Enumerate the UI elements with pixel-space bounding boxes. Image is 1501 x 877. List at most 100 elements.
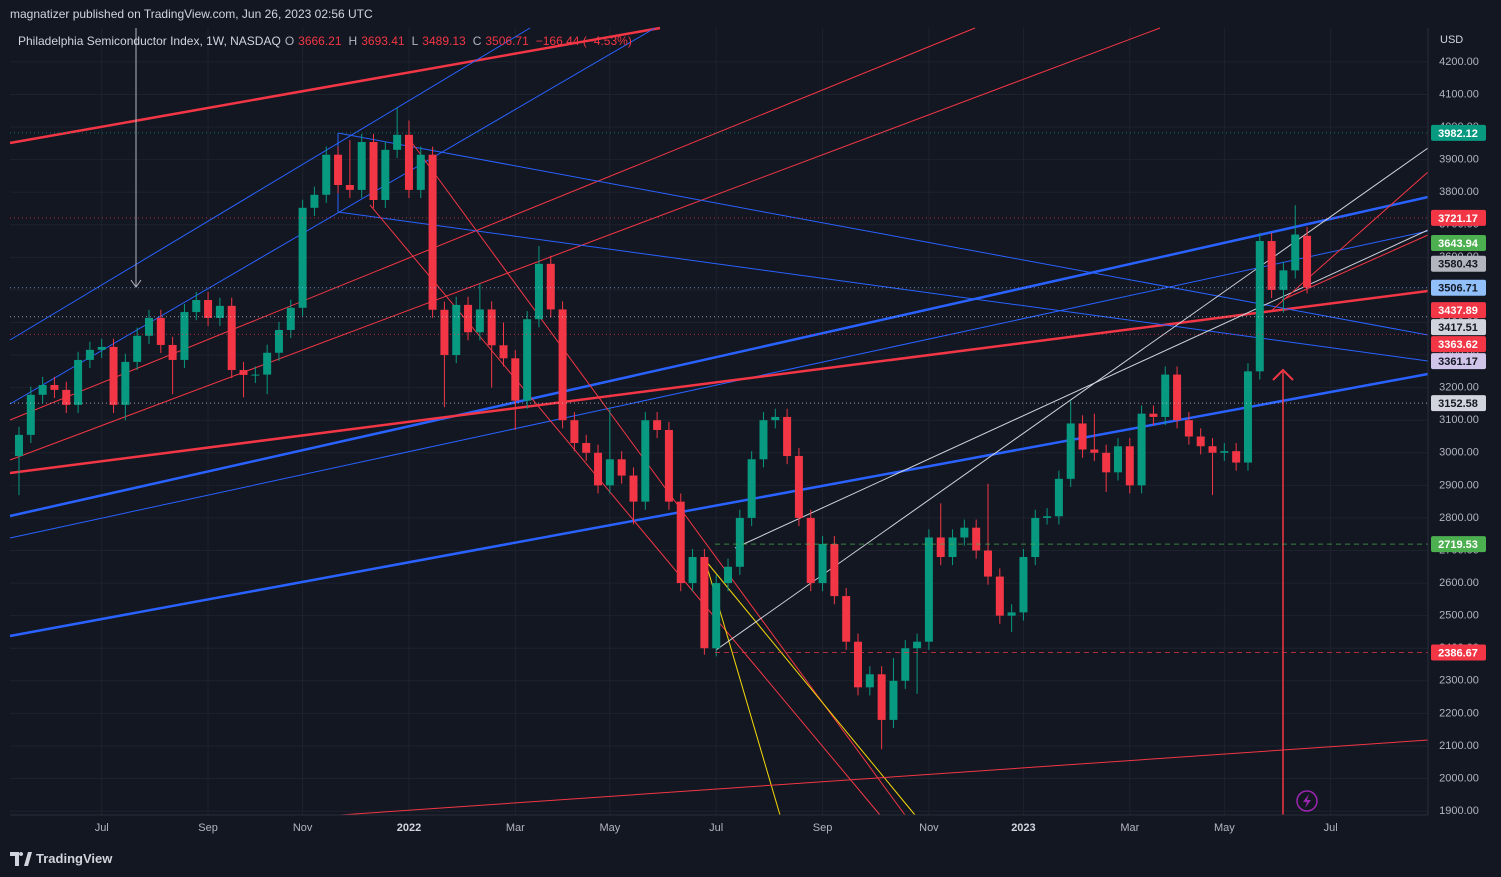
candle-body bbox=[1291, 234, 1300, 271]
y-tick-label: 2600.00 bbox=[1439, 577, 1479, 589]
candle-body bbox=[724, 566, 733, 584]
candle-body bbox=[404, 134, 413, 190]
candle-body bbox=[345, 185, 354, 190]
candle-body bbox=[653, 420, 662, 430]
brand: TradingView bbox=[36, 851, 113, 866]
candle-body bbox=[1078, 423, 1087, 450]
symbol: Philadelphia Semiconductor Index, 1W, NA… bbox=[18, 34, 281, 48]
candle-body bbox=[1255, 241, 1264, 372]
change: −166.44 (−4.53%) bbox=[535, 34, 632, 48]
candle-body bbox=[499, 345, 508, 359]
x-tick-label: May bbox=[599, 822, 620, 834]
candle-body bbox=[487, 309, 496, 346]
candle-body bbox=[1267, 241, 1276, 290]
candle-body bbox=[1184, 420, 1193, 437]
candle-body bbox=[582, 442, 591, 453]
trend-line bbox=[9, 27, 531, 341]
candle-body bbox=[475, 309, 484, 333]
y-tick-label: 3100.00 bbox=[1439, 414, 1479, 426]
candle-body bbox=[558, 309, 567, 421]
grid bbox=[10, 28, 1428, 815]
candle-body bbox=[1031, 517, 1040, 558]
candle-body bbox=[251, 374, 260, 376]
candle-body bbox=[700, 557, 709, 649]
x-tick-label: Nov bbox=[919, 822, 939, 834]
price-label: 3580.43 bbox=[1438, 259, 1478, 271]
y-tick-label: 2000.00 bbox=[1439, 772, 1479, 784]
candle-body bbox=[948, 537, 957, 558]
candle-body bbox=[735, 517, 744, 567]
candle-body bbox=[712, 583, 721, 649]
candle-body bbox=[298, 207, 307, 308]
trend-line bbox=[734, 229, 1429, 549]
price-label: 3361.17 bbox=[1438, 356, 1478, 368]
candle-body bbox=[215, 305, 224, 318]
candle-body bbox=[1208, 446, 1217, 453]
x-tick-label: Sep bbox=[198, 822, 218, 834]
candle-body bbox=[1007, 612, 1016, 616]
arrow-head bbox=[130, 279, 142, 288]
trend-line bbox=[1281, 234, 1429, 301]
candle-body bbox=[1303, 235, 1312, 288]
candle-body bbox=[192, 299, 201, 313]
candle-body bbox=[416, 154, 425, 190]
price-label: 2386.67 bbox=[1438, 647, 1478, 659]
logo bbox=[10, 851, 32, 866]
price-labels: 3982.12 3721.17 3643.94 3580.43 3506.71 3437.… bbox=[1431, 124, 1486, 661]
candle-body bbox=[641, 420, 650, 502]
price-label: 3721.17 bbox=[1438, 213, 1478, 225]
candle-body bbox=[1043, 516, 1052, 518]
currency: USD bbox=[1440, 34, 1463, 46]
candle-body bbox=[794, 456, 803, 518]
candle-body bbox=[676, 501, 685, 584]
trend-line bbox=[1269, 171, 1429, 313]
candle-body bbox=[133, 335, 142, 362]
x-tick-label: Mar bbox=[1120, 822, 1139, 834]
x-tick-label: 2023 bbox=[1011, 822, 1035, 834]
candle-body bbox=[877, 674, 886, 720]
y-tick-label: 3000.00 bbox=[1439, 447, 1479, 459]
footer: TradingView bbox=[10, 851, 112, 866]
candles bbox=[15, 107, 1312, 750]
candle-body bbox=[1113, 446, 1122, 473]
candle-body bbox=[1243, 371, 1252, 463]
candle-body bbox=[854, 641, 863, 688]
candle-body bbox=[511, 358, 520, 401]
candle-body bbox=[239, 370, 248, 375]
candle-body bbox=[983, 550, 992, 577]
y-tick-label: 3800.00 bbox=[1439, 186, 1479, 198]
price-label-box bbox=[1431, 336, 1486, 353]
price-label-box bbox=[1431, 353, 1486, 370]
candle-body bbox=[369, 142, 378, 200]
candle-body bbox=[546, 263, 555, 310]
candle-body bbox=[428, 154, 437, 310]
candle-body bbox=[1161, 374, 1170, 417]
candle-body bbox=[97, 346, 106, 350]
candle-body bbox=[664, 429, 673, 502]
x-tick-label: Sep bbox=[813, 822, 833, 834]
candle-body bbox=[1232, 451, 1241, 463]
candle-body bbox=[1090, 449, 1099, 453]
candle-body bbox=[865, 674, 874, 688]
candle-body bbox=[440, 309, 449, 356]
candle-body bbox=[806, 517, 815, 584]
candle-body bbox=[936, 537, 945, 558]
candle-body bbox=[286, 307, 295, 330]
candle-body bbox=[464, 304, 473, 333]
price-label-box bbox=[1431, 124, 1486, 141]
x-tick-label: Jul bbox=[95, 822, 109, 834]
y-tick-label: 2900.00 bbox=[1439, 479, 1479, 491]
y-tick-label: 2200.00 bbox=[1439, 707, 1479, 719]
candle-body bbox=[617, 459, 626, 476]
x-tick-label: Mar bbox=[506, 822, 525, 834]
candle-body bbox=[913, 641, 922, 649]
candle-body bbox=[1019, 557, 1028, 613]
price-label-box bbox=[1431, 536, 1486, 553]
price-label-box bbox=[1431, 302, 1486, 319]
y-tick-label: 2300.00 bbox=[1439, 675, 1479, 687]
candle-body bbox=[263, 352, 272, 375]
alert-icon[interactable] bbox=[1296, 790, 1318, 812]
candle-body bbox=[227, 305, 236, 371]
price-label-box bbox=[1431, 235, 1486, 252]
